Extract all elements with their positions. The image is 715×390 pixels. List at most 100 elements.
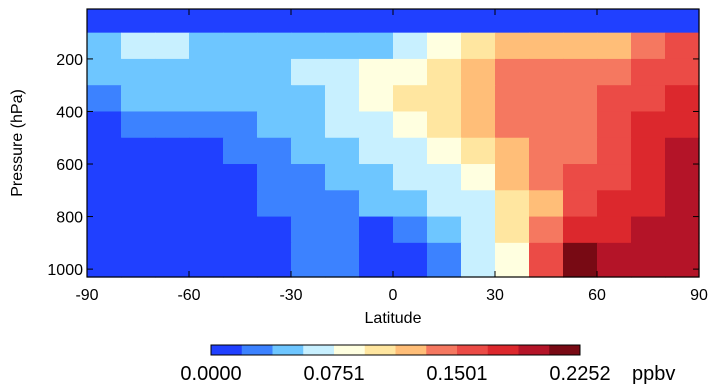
heatmap-cell	[291, 190, 326, 218]
heatmap-cell	[291, 242, 326, 278]
heatmap-cell	[427, 85, 462, 113]
heatmap-cell	[325, 164, 360, 191]
heatmap-cell	[563, 216, 598, 244]
heatmap-cell	[495, 164, 530, 191]
heatmap-cell	[325, 216, 360, 244]
y-tick-label: 200	[56, 52, 83, 69]
heatmap-cell	[563, 242, 598, 278]
heatmap-cell	[427, 32, 462, 60]
heatmap-cell	[563, 85, 598, 113]
x-tick-label: -30	[279, 287, 302, 304]
heatmap-cell	[563, 164, 598, 191]
heatmap-cell	[291, 111, 326, 139]
heatmap-cell	[665, 164, 700, 191]
heatmap-cell	[393, 242, 428, 278]
heatmap-cell	[121, 85, 156, 113]
heatmap-cell	[393, 111, 428, 139]
heatmap-cell	[223, 9, 258, 34]
heatmap-cell	[121, 190, 156, 218]
heatmap-cell	[189, 58, 224, 86]
heatmap-cell	[529, 137, 564, 165]
heatmap-cell	[495, 32, 530, 60]
heatmap-cell	[461, 242, 496, 278]
y-tick-label: 800	[56, 210, 83, 227]
heatmap-cell	[121, 137, 156, 165]
heatmap-cell	[325, 242, 360, 278]
heatmap-cell	[597, 9, 632, 34]
colorbar-swatch	[272, 345, 304, 355]
heatmap-cell	[427, 111, 462, 139]
heatmap-cell	[563, 137, 598, 165]
heatmap-cell	[223, 190, 258, 218]
heatmap-cell	[427, 58, 462, 86]
x-tick-label: 90	[690, 287, 708, 304]
heatmap-cell	[529, 85, 564, 113]
heatmap-cell	[393, 190, 428, 218]
heatmap-cell	[155, 164, 190, 191]
colorbar-swatch	[457, 345, 489, 355]
heatmap-cell	[631, 164, 666, 191]
heatmap-cell	[631, 137, 666, 165]
heatmap-cell	[121, 216, 156, 244]
heatmap-cell	[427, 190, 462, 218]
heatmap-cell	[155, 9, 190, 34]
colorbar-unit: ppbv	[632, 363, 675, 385]
heatmap-cell	[257, 111, 292, 139]
heatmap-cell	[223, 242, 258, 278]
heatmap-cell	[597, 137, 632, 165]
colorbar	[210, 344, 581, 356]
heatmap-cell	[461, 32, 496, 60]
heatmap-cell	[257, 216, 292, 244]
colorbar-swatch	[303, 345, 335, 355]
heatmap-cell	[291, 9, 326, 34]
heatmap-cell	[121, 9, 156, 34]
x-axis: -90 -60 -30 0 30 60 90	[75, 9, 708, 304]
colorbar-tick-label: 0.0000	[180, 363, 241, 385]
heatmap-cell	[665, 9, 700, 34]
heatmap-cell	[529, 216, 564, 244]
heatmap-cell	[87, 32, 122, 60]
heatmap-cell	[393, 85, 428, 113]
heatmap-cell	[461, 137, 496, 165]
x-tick-label: 0	[389, 287, 398, 304]
heatmap-cell	[155, 58, 190, 86]
heatmap-cell	[325, 85, 360, 113]
heatmap-cell	[359, 111, 394, 139]
heatmap-cell	[223, 164, 258, 191]
heatmap-cell	[121, 111, 156, 139]
heatmap-cell	[529, 9, 564, 34]
heatmap-cell	[87, 58, 122, 86]
heatmap-cell	[291, 85, 326, 113]
colorbar-tick-label: 0.1501	[426, 363, 487, 385]
heatmap-cell	[257, 242, 292, 278]
heatmap-cell	[393, 137, 428, 165]
colorbar-tick-label: 0.2252	[549, 363, 610, 385]
x-tick-label: -60	[177, 287, 200, 304]
colorbar-tick-label: 0.0751	[303, 363, 364, 385]
heatmap-cell	[325, 32, 360, 60]
heatmap-cell	[121, 58, 156, 86]
heatmap-cell	[223, 85, 258, 113]
heatmap-cell	[257, 85, 292, 113]
heatmap-cell	[189, 137, 224, 165]
x-tick-label: 60	[588, 287, 606, 304]
heatmap-cell	[257, 32, 292, 60]
heatmap-cell	[427, 216, 462, 244]
heatmap-cell	[495, 137, 530, 165]
x-tick-label: 30	[486, 287, 504, 304]
heatmap-cell	[529, 111, 564, 139]
heatmap-cell	[461, 85, 496, 113]
heatmap-cell	[563, 190, 598, 218]
heatmap-cell	[461, 190, 496, 218]
heatmap-cell	[155, 85, 190, 113]
heatmap-cell	[291, 137, 326, 165]
heatmap-cell	[359, 164, 394, 191]
heatmap-cell	[359, 242, 394, 278]
heatmap-cell	[121, 164, 156, 191]
heatmap-cell	[631, 216, 666, 244]
y-axis-label: Pressure (hPa)	[9, 89, 26, 197]
heatmap-cell	[189, 85, 224, 113]
heatmap-cell	[393, 216, 428, 244]
heatmap-cell	[665, 190, 700, 218]
heatmap-cell	[223, 137, 258, 165]
